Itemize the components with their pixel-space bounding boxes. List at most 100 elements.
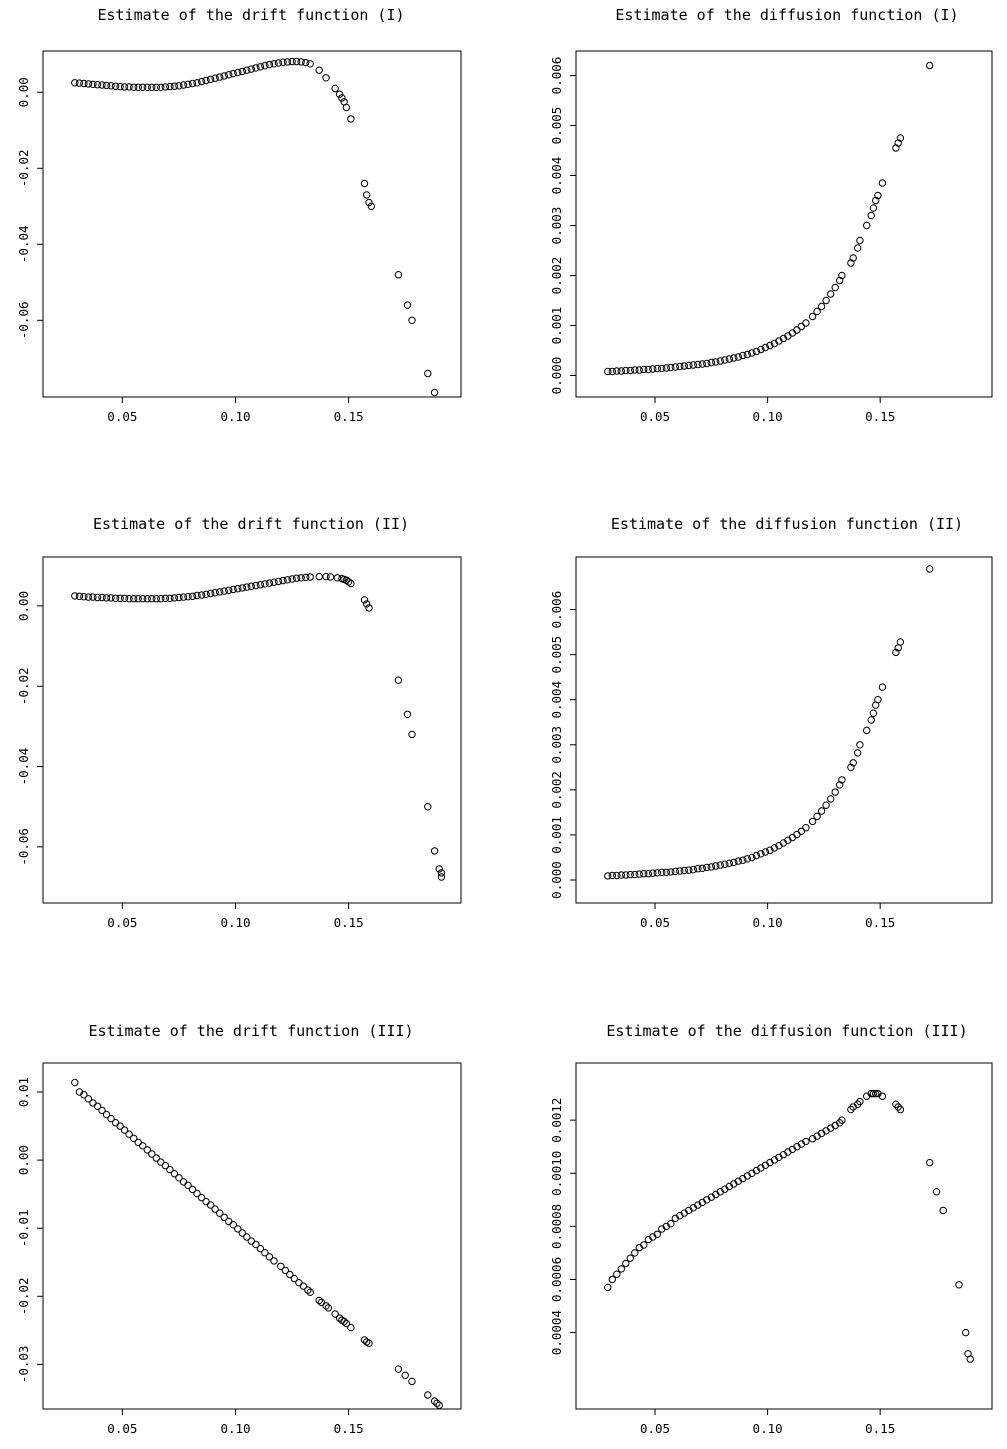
data-point [788,329,797,337]
data-point [229,585,237,594]
data-point [265,1253,274,1261]
data-point [80,593,88,601]
data-point [139,1142,147,1150]
x-tick-label: 0.05 [640,915,670,930]
data-point [71,592,79,600]
data-point [116,82,124,91]
data-point [743,855,751,863]
data-point [424,1391,432,1399]
data-point [813,307,821,316]
data-point [148,595,156,603]
data-point [836,276,844,285]
data-point [424,803,432,811]
data-point [752,347,761,356]
data-point [152,1154,161,1162]
data-point [653,364,661,373]
data-point [622,366,630,375]
data-point [644,870,652,878]
y-tick-label: -0.02 [16,149,31,187]
data-point [274,577,283,586]
y-tick-label: 0.004 [549,157,564,195]
data-point [89,1099,97,1107]
data-point [322,1302,330,1310]
data-point [635,870,643,878]
data-point [817,807,826,815]
data-point [604,872,612,880]
data-point [604,1283,612,1292]
data-point [730,354,738,362]
data-point [93,593,102,602]
data-point [197,77,206,86]
x-tick-label: 0.05 [107,409,137,424]
data-point [84,1095,93,1103]
data-point [322,572,330,581]
data-point [80,79,88,88]
data-point [283,576,292,584]
data-point [435,865,443,873]
data-point [324,1304,332,1312]
data-point [926,61,934,70]
data-point [617,1265,625,1273]
chart-panel-5: Estimate of the drift function (III) 0.05… [16,1022,462,1436]
data-point [306,1288,314,1296]
y-tick-label: 0.001 [549,816,564,854]
data-point [939,1206,947,1215]
data-point [712,358,720,366]
data-point [238,67,247,76]
data-point [225,71,233,79]
data-point [721,356,729,364]
y-tick-label: 0.002 [549,771,564,809]
data-point [894,139,902,147]
data-point [766,341,774,350]
data-point [286,1270,294,1279]
data-point [430,388,439,397]
data-point [338,94,346,102]
data-point [279,576,287,585]
data-point [644,365,652,374]
data-point [689,865,697,874]
data-point [667,1220,675,1228]
data-point [716,861,724,869]
data-point [175,593,183,602]
data-point [193,1189,201,1198]
x-tick-label: 0.05 [640,409,670,424]
data-point [698,360,706,368]
data-point [315,572,323,581]
data-point [878,179,887,187]
data-point [761,848,770,856]
chart-panel-3: Estimate of the drift function (II) 0.05 0… [16,515,462,930]
data-point [170,1170,179,1178]
data-point [874,696,882,704]
data-point [281,1266,289,1275]
data-point [671,363,679,371]
data-point [403,710,412,718]
data-point [863,221,871,230]
data-point [734,353,742,361]
data-point [179,81,188,89]
data-point [608,871,616,880]
data-point [403,301,412,309]
data-point [808,312,817,321]
data-point [216,1209,224,1217]
data-point [202,590,210,598]
data-point [367,202,375,211]
data-point [694,360,702,369]
data-point [134,83,142,92]
chart-panel-1: Estimate of the drift function (I) 0.05 0.… [16,6,462,424]
data-point [649,869,657,877]
data-point [617,367,625,375]
data-point [437,869,446,877]
data-point [424,369,432,378]
data-point [243,583,251,591]
data-point [107,1114,115,1123]
data-point [265,60,274,69]
data-point [265,579,274,587]
data-point [331,1310,339,1318]
data-point [831,283,839,292]
data-point [394,676,403,684]
data-point [340,1317,348,1326]
y-tick-label: 0.01 [16,1077,31,1107]
data-point [822,296,830,305]
data-point [134,595,142,603]
data-point [926,565,934,573]
